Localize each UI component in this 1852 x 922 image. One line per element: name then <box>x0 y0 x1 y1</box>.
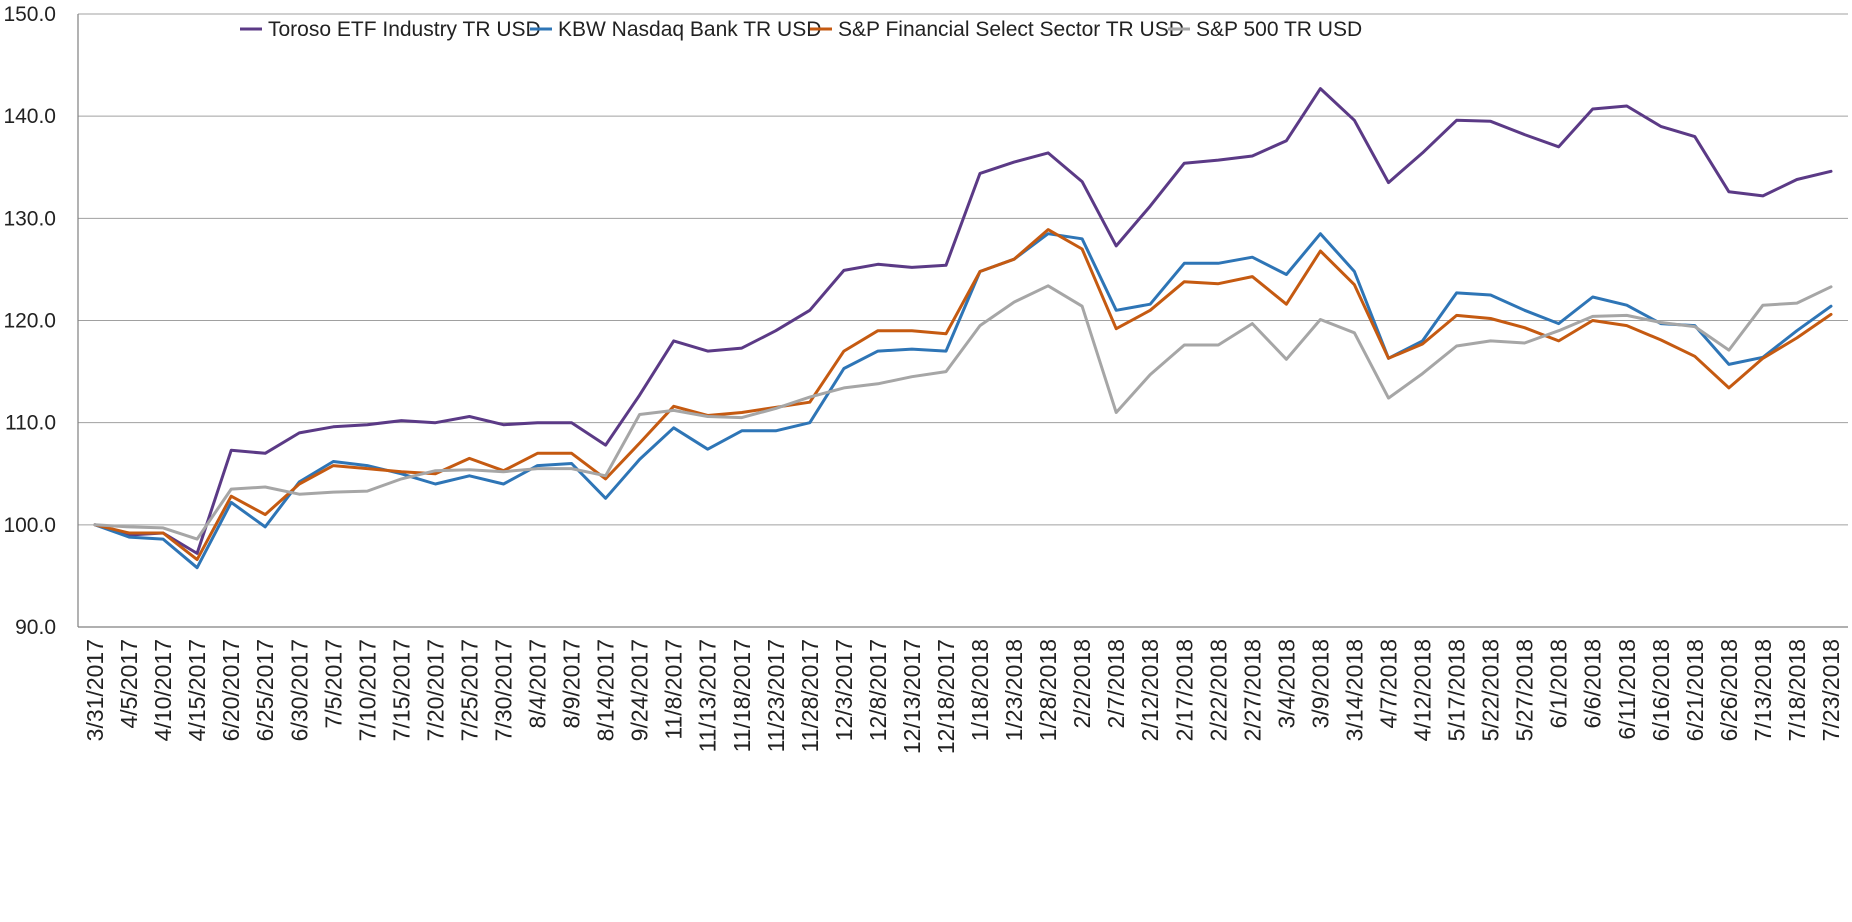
x-tick-label: 5/22/2018 <box>1478 639 1504 741</box>
x-tick-label: 3/9/2018 <box>1307 639 1333 729</box>
x-tick-label: 11/13/2017 <box>695 639 721 752</box>
x-tick-label: 1/28/2018 <box>1035 639 1061 741</box>
x-tick-label: 5/17/2018 <box>1444 639 1470 741</box>
x-tick-label: 6/11/2018 <box>1614 639 1640 740</box>
series-line-2 <box>93 232 1833 570</box>
x-tick-label: 7/25/2017 <box>456 639 482 741</box>
x-tick-label: 6/16/2018 <box>1648 639 1674 741</box>
legend-label: S&P 500 TR USD <box>1196 18 1362 41</box>
legend: Toroso ETF Industry TR USD KBW Nasdaq Ban… <box>240 18 1362 41</box>
y-tick-label: 90.0 <box>15 616 56 639</box>
x-tick-label: 7/20/2017 <box>422 639 448 741</box>
x-tick-label: 2/17/2018 <box>1171 639 1197 741</box>
x-tick-label: 12/8/2017 <box>865 639 891 741</box>
x-tick-label: 4/15/2017 <box>184 639 210 741</box>
x-tick-label: 4/7/2018 <box>1375 639 1401 729</box>
x-axis-tick-labels: 3/31/2017 4/5/2017 4/10/2017 4/15/2017 6/20/… <box>82 639 1844 754</box>
series-line-1 <box>93 87 1833 555</box>
x-tick-label: 1/23/2018 <box>1001 639 1027 741</box>
x-tick-label: 7/15/2017 <box>388 639 414 741</box>
x-tick-label: 4/10/2017 <box>150 639 176 741</box>
y-tick-label: 150.0 <box>3 3 56 26</box>
x-tick-label: 7/10/2017 <box>354 639 380 741</box>
x-tick-label: 3/31/2017 <box>82 639 108 741</box>
x-tick-label: 8/14/2017 <box>593 639 619 741</box>
y-tick-label: 100.0 <box>3 514 56 537</box>
y-tick-label: 140.0 <box>3 105 56 128</box>
x-tick-label: 1/18/2018 <box>967 639 993 741</box>
y-tick-label: 120.0 <box>3 310 56 333</box>
x-tick-label: 9/24/2017 <box>627 639 653 741</box>
x-tick-label: 6/25/2017 <box>252 639 278 741</box>
x-tick-label: 8/9/2017 <box>559 639 585 729</box>
legend-label: KBW Nasdaq Bank TR USD <box>558 18 821 41</box>
legend-label: Toroso ETF Industry TR USD <box>268 18 541 41</box>
x-tick-label: 2/12/2018 <box>1137 639 1163 741</box>
x-tick-label: 12/13/2017 <box>899 639 925 754</box>
x-tick-label: 2/27/2018 <box>1239 639 1265 741</box>
x-tick-label: 6/21/2018 <box>1682 639 1708 741</box>
x-tick-label: 2/2/2018 <box>1069 639 1095 729</box>
x-tick-label: 4/5/2017 <box>116 639 142 729</box>
x-tick-label: 11/23/2017 <box>763 639 789 752</box>
x-tick-label: 2/7/2018 <box>1103 639 1129 729</box>
y-axis-tick-labels: 90.0 100.0 110.0 120.0 130.0 140.0 150.0 <box>3 3 56 639</box>
x-tick-label: 6/6/2018 <box>1580 639 1606 729</box>
series-line-4 <box>93 284 1833 541</box>
x-tick-label: 2/22/2018 <box>1205 639 1231 741</box>
x-tick-label: 6/26/2018 <box>1716 639 1742 741</box>
x-tick-label: 7/30/2017 <box>490 639 516 741</box>
x-tick-label: 3/4/2018 <box>1273 639 1299 729</box>
x-tick-label: 7/23/2018 <box>1818 639 1844 741</box>
x-tick-label: 5/27/2018 <box>1512 639 1538 741</box>
x-tick-label: 6/20/2017 <box>218 639 244 741</box>
x-tick-label: 7/18/2018 <box>1784 639 1810 741</box>
y-tick-label: 110.0 <box>5 412 56 435</box>
x-tick-label: 7/13/2018 <box>1750 639 1776 741</box>
series-lines <box>93 87 1833 570</box>
axes <box>77 14 1848 628</box>
x-tick-label: 11/8/2017 <box>661 639 687 740</box>
series-line-3 <box>93 228 1833 562</box>
x-tick-label: 4/12/2018 <box>1410 639 1436 741</box>
x-tick-label: 11/18/2017 <box>729 639 755 752</box>
legend-label: S&P Financial Select Sector TR USD <box>838 18 1184 41</box>
x-tick-label: 6/1/2018 <box>1546 639 1572 729</box>
x-tick-label: 11/28/2017 <box>797 639 823 752</box>
x-tick-label: 6/30/2017 <box>286 639 312 741</box>
x-tick-label: 3/14/2018 <box>1341 639 1367 741</box>
x-tick-label: 12/3/2017 <box>831 639 857 741</box>
x-tick-label: 12/18/2017 <box>933 639 959 754</box>
y-tick-label: 130.0 <box>3 207 56 230</box>
x-tick-label: 7/5/2017 <box>320 639 346 729</box>
x-tick-label: 8/4/2017 <box>525 639 551 729</box>
